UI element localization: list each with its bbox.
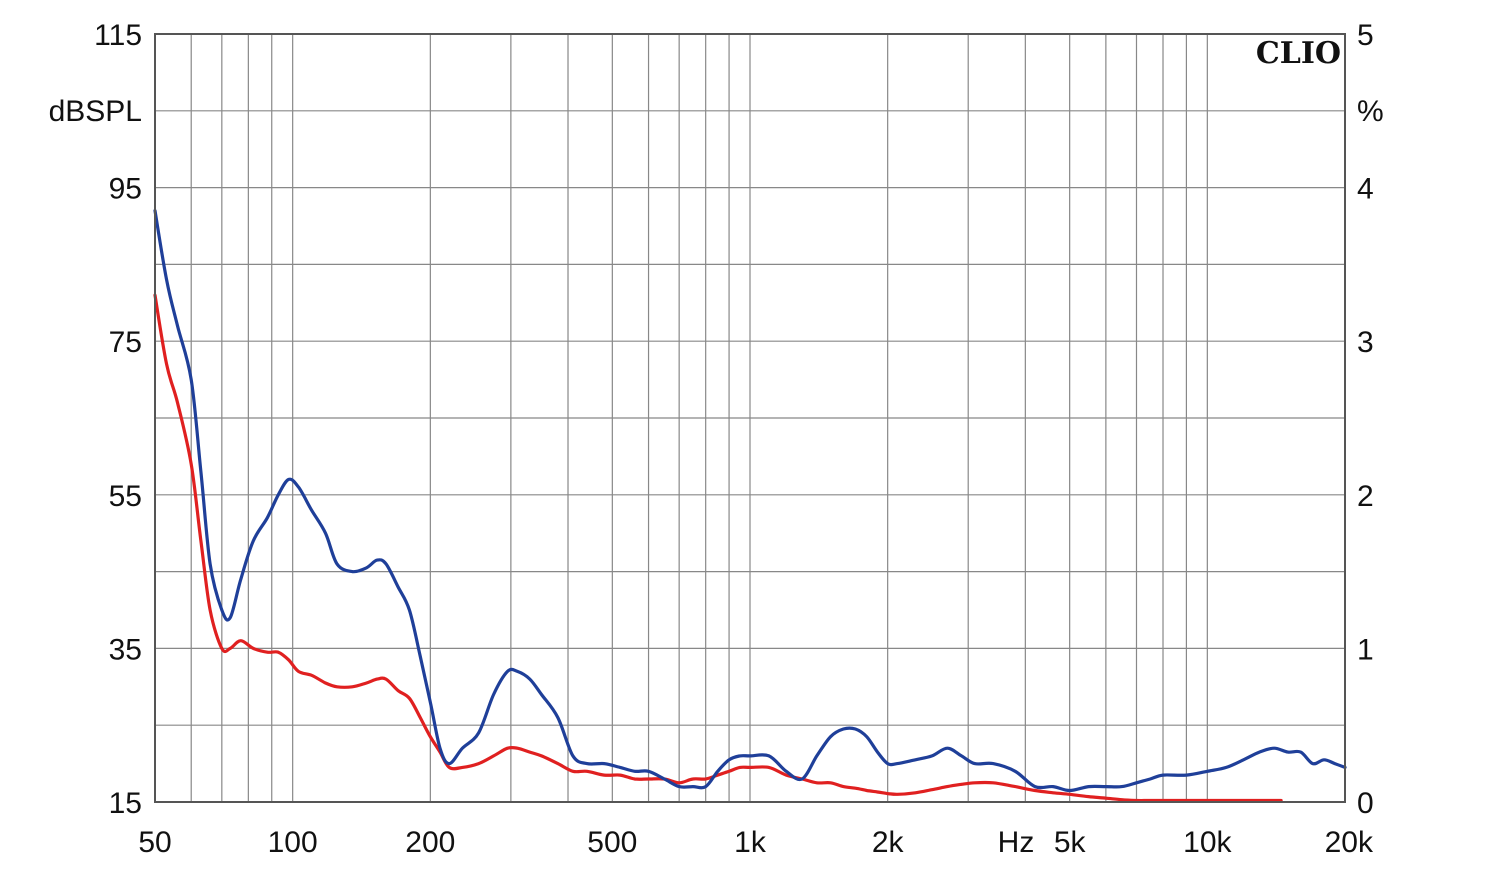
series-layer <box>153 209 1347 803</box>
left-tick-label: 115 <box>94 19 142 52</box>
left-tick-label: 15 <box>109 787 142 820</box>
right-axis-ticks: 5 4 3 2 1 0 <box>1357 19 1374 820</box>
x-axis-ticks: 50 100 200 500 1k 2k 5k 10k 20k <box>138 826 1374 859</box>
right-tick-label: 0 <box>1357 787 1374 820</box>
x-tick-label: 100 <box>268 826 318 859</box>
x-axis-label: Hz <box>998 826 1035 859</box>
x-tick-label: 20k <box>1325 826 1374 859</box>
x-tick-label: 1k <box>734 826 767 859</box>
right-tick-label: 5 <box>1357 19 1374 52</box>
x-tick-label: 500 <box>587 826 637 859</box>
right-tick-label: 4 <box>1357 173 1374 206</box>
x-tick-label: 5k <box>1054 826 1087 859</box>
major-gridlines <box>155 110 1345 726</box>
right-tick-label: 3 <box>1357 326 1374 359</box>
x-tick-label: 10k <box>1183 826 1232 859</box>
plot-frame <box>154 33 1346 803</box>
series-line-blue <box>153 209 1347 793</box>
clio-brand-label: CLIO <box>1256 36 1341 71</box>
left-axis-label: dBSPL <box>49 95 142 128</box>
right-axis-label: % <box>1357 95 1384 128</box>
left-tick-label: 55 <box>109 480 142 513</box>
x-tick-label: 50 <box>138 826 171 859</box>
x-tick-label: 200 <box>405 826 455 859</box>
right-tick-label: 2 <box>1357 480 1374 513</box>
left-tick-label: 95 <box>109 173 142 206</box>
left-tick-label: 75 <box>109 326 142 359</box>
x-tick-label: 2k <box>872 826 905 859</box>
left-tick-label: 35 <box>109 633 142 666</box>
left-axis-ticks: 115 95 75 55 35 15 <box>94 19 142 820</box>
right-tick-label: 1 <box>1357 633 1374 666</box>
